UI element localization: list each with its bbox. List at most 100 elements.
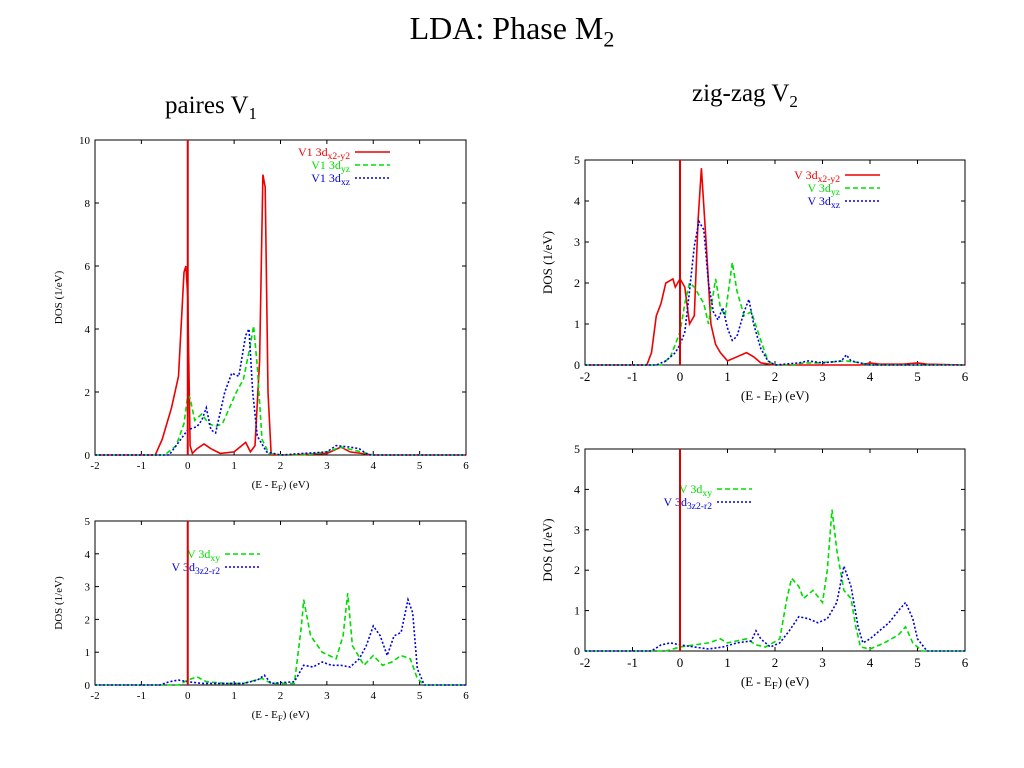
x-axis-label: (E - EF​) (eV) [252, 479, 310, 493]
y-tick-label: 4 [85, 549, 91, 561]
x-tick-label: 5 [417, 460, 423, 472]
legend-label: V 3dxy​ [679, 482, 712, 499]
x-axis-label: (E - EF​) (eV) [741, 674, 809, 692]
series-line [95, 174, 466, 456]
x-tick-label: 1 [724, 369, 731, 384]
legend-label: V 3dxy​ [187, 547, 220, 564]
right-column-title-subscript: 2 [789, 92, 798, 111]
x-tick-label: -1 [137, 690, 146, 702]
x-tick-label: 4 [371, 690, 377, 702]
slide-title-text: LDA: Phase M [409, 10, 604, 46]
legend-label: V1 3dxz​ [311, 171, 350, 188]
y-tick-label: 2 [85, 614, 91, 626]
y-axis-label: DOS (1/eV) [53, 576, 65, 630]
y-tick-label: 10 [79, 135, 91, 147]
y-tick-label: 1 [574, 604, 580, 618]
x-tick-label: 2 [278, 690, 284, 702]
x-axis-label: (E - EF​) (eV) [741, 388, 809, 406]
legend-label: V 3dx2-y2​ [794, 168, 840, 185]
x-tick-label: 0 [677, 655, 684, 670]
x-tick-label: -1 [627, 369, 638, 384]
x-tick-label: -1 [627, 655, 638, 670]
x-tick-label: 6 [463, 690, 469, 702]
y-tick-label: 2 [574, 276, 580, 290]
x-tick-label: 5 [914, 655, 921, 670]
y-tick-label: 3 [85, 582, 91, 594]
y-tick-label: 0 [85, 680, 91, 692]
x-tick-label: 2 [772, 655, 779, 670]
series-line [95, 593, 466, 686]
left-column-title-text: paires V [165, 92, 249, 119]
slide-title-subscript: 2 [603, 26, 615, 52]
y-tick-label: 6 [85, 261, 91, 273]
left-column-title: paires V1 [165, 92, 257, 124]
x-tick-label: 3 [324, 690, 330, 702]
series-line [95, 596, 466, 686]
legend-label: V 3d3z2-r2​ [664, 495, 713, 512]
series-line [95, 326, 466, 456]
series-line [585, 262, 965, 366]
x-tick-label: 4 [371, 460, 377, 472]
legend-label: V 3dxz​ [807, 194, 840, 211]
x-tick-label: -2 [90, 460, 99, 472]
y-tick-label: 4 [85, 324, 91, 336]
y-tick-label: 2 [574, 563, 580, 577]
y-tick-label: 0 [85, 450, 91, 462]
y-tick-label: 1 [574, 317, 580, 331]
plot-frame [584, 159, 966, 366]
x-tick-label: -2 [90, 690, 99, 702]
chart-tl: -2 -1 0 1 2 3 4 5 6 0 2 4 6 8 10 (E - EF​) (eV) DOS (1/e… [53, 135, 469, 493]
y-axis-label: DOS (1/eV) [540, 518, 555, 581]
legend-label: V 3d3z2-r2​ [172, 560, 221, 577]
chart-tr: -2 -1 0 1 2 3 4 5 6 0 1 2 3 4 5 (E - EF​) (eV) DOS (1/eV… [540, 153, 969, 406]
x-tick-label: 3 [819, 369, 826, 384]
x-tick-label: -2 [580, 655, 591, 670]
chart-br: -2 -1 0 1 2 3 4 5 6 0 1 2 3 4 5 (E - EF​) (eV) DOS (1/eV… [540, 442, 969, 692]
x-tick-label: 6 [962, 655, 969, 670]
x-tick-label: 3 [819, 655, 826, 670]
y-axis-label: DOS (1/eV) [53, 270, 65, 324]
x-axis-label: (E - EF​) (eV) [252, 709, 310, 723]
y-tick-label: 0 [574, 644, 580, 658]
series-line [95, 325, 466, 456]
legend-label: V1 3dx2-y2​ [298, 145, 350, 162]
left-column-title-subscript: 1 [248, 104, 258, 123]
x-tick-label: 1 [724, 655, 731, 670]
legend-label: V1 3dyz​ [311, 158, 350, 175]
y-axis-label: DOS (1/eV) [540, 231, 555, 294]
right-column-title: zig-zag V2 [692, 80, 798, 112]
y-tick-label: 4 [574, 482, 580, 496]
x-tick-label: 1 [231, 690, 237, 702]
x-tick-label: 0 [185, 460, 191, 472]
y-tick-label: 8 [85, 198, 91, 210]
x-tick-label: -2 [580, 369, 591, 384]
y-tick-label: 5 [574, 153, 580, 167]
x-tick-label: 5 [417, 690, 423, 702]
x-tick-label: 5 [914, 369, 921, 384]
x-tick-label: 6 [962, 369, 969, 384]
x-tick-label: -1 [137, 460, 146, 472]
y-tick-label: 3 [574, 523, 580, 537]
y-tick-label: 5 [574, 442, 580, 456]
series-line [585, 563, 965, 652]
right-column-title-text: zig-zag V [692, 80, 790, 107]
y-tick-label: 1 [85, 647, 91, 659]
y-tick-label: 5 [85, 516, 91, 528]
y-tick-label: 3 [574, 235, 580, 249]
y-tick-label: 4 [574, 194, 580, 208]
x-tick-label: 4 [867, 655, 874, 670]
x-tick-label: 0 [185, 690, 191, 702]
y-tick-label: 0 [574, 358, 580, 372]
series-line [585, 509, 965, 652]
chart-bl: -2 -1 0 1 2 3 4 5 6 0 1 2 3 4 5 (E - EF​) (eV) DOS (1/eV… [53, 516, 469, 723]
plot-frame [584, 448, 966, 652]
x-tick-label: 0 [677, 369, 684, 384]
slide-title: LDA: Phase M2 [0, 10, 1024, 52]
x-tick-label: 2 [772, 369, 779, 384]
legend-label: V 3dyz​ [807, 181, 840, 198]
plot-frame [94, 139, 467, 456]
x-tick-label: 3 [324, 460, 330, 472]
x-tick-label: 1 [231, 460, 237, 472]
x-tick-label: 4 [867, 369, 874, 384]
